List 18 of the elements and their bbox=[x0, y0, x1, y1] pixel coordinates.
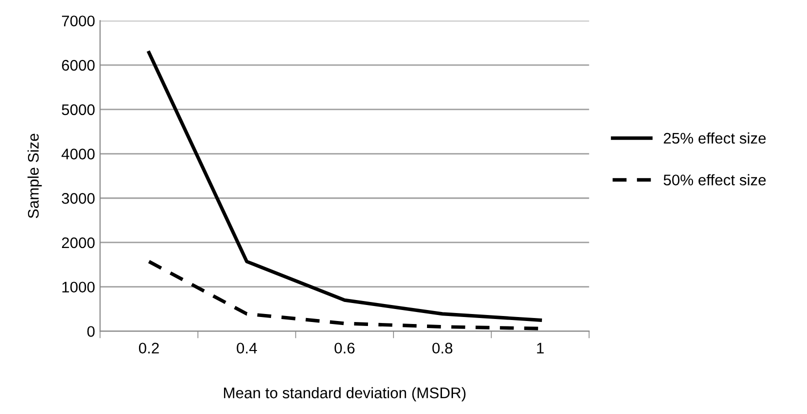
x-tick-label: 0.2 bbox=[138, 342, 159, 354]
y-tick-label: 3000 bbox=[62, 192, 95, 204]
x-tick-label: 0.8 bbox=[432, 342, 452, 354]
x-axis-title: Mean to standard deviation (MSDR) bbox=[224, 387, 466, 402]
y-tick-label: 7000 bbox=[62, 16, 95, 26]
y-tick-label: 0 bbox=[87, 326, 95, 337]
legend-label: 50% effect size bbox=[664, 174, 766, 186]
legend-label: 25% effect size bbox=[664, 132, 766, 144]
y-axis-title: Sample Size bbox=[28, 134, 42, 218]
y-tick-label: 4000 bbox=[62, 148, 95, 160]
x-tick-label: 1 bbox=[537, 342, 544, 354]
y-tick-label: 6000 bbox=[62, 60, 95, 71]
x-tick-label: 0.6 bbox=[334, 342, 355, 354]
x-tick-label: 0.4 bbox=[236, 342, 257, 354]
y-tick-label: 1000 bbox=[62, 282, 95, 293]
y-tick-label: 5000 bbox=[62, 104, 95, 116]
y-tick-label: 2000 bbox=[62, 237, 95, 248]
line-series bbox=[147, 50, 542, 322]
